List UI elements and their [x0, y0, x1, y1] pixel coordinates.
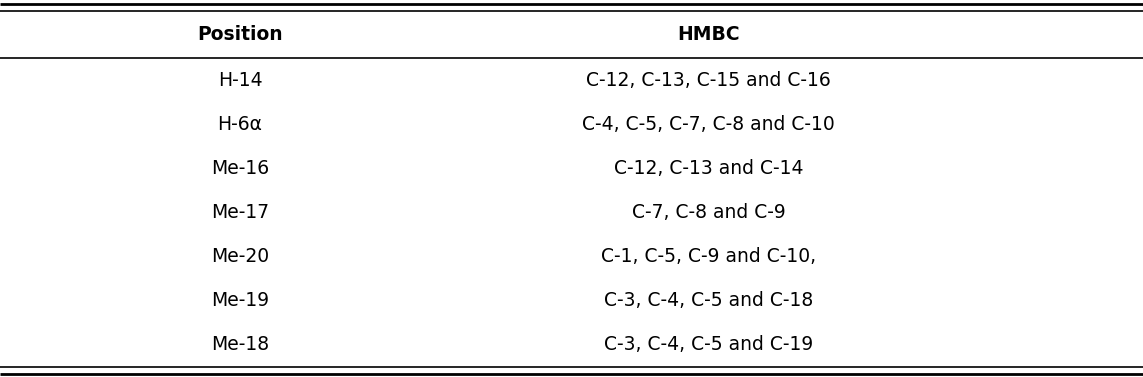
- Text: HMBC: HMBC: [678, 25, 740, 44]
- Text: Me-19: Me-19: [211, 291, 269, 310]
- Text: Position: Position: [198, 25, 282, 44]
- Text: C-12, C-13 and C-14: C-12, C-13 and C-14: [614, 159, 804, 178]
- Text: C-7, C-8 and C-9: C-7, C-8 and C-9: [632, 203, 785, 222]
- Text: Me-20: Me-20: [211, 247, 269, 266]
- Text: Me-16: Me-16: [211, 159, 269, 178]
- Text: H-6α: H-6α: [217, 115, 263, 134]
- Text: C-1, C-5, C-9 and C-10,: C-1, C-5, C-9 and C-10,: [601, 247, 816, 266]
- Text: C-3, C-4, C-5 and C-19: C-3, C-4, C-5 and C-19: [604, 336, 814, 354]
- Text: Me-17: Me-17: [211, 203, 269, 222]
- Text: C-12, C-13, C-15 and C-16: C-12, C-13, C-15 and C-16: [586, 70, 831, 90]
- Text: H-14: H-14: [217, 70, 263, 90]
- Text: C-4, C-5, C-7, C-8 and C-10: C-4, C-5, C-7, C-8 and C-10: [582, 115, 836, 134]
- Text: C-3, C-4, C-5 and C-18: C-3, C-4, C-5 and C-18: [604, 291, 814, 310]
- Text: Me-18: Me-18: [211, 336, 269, 354]
